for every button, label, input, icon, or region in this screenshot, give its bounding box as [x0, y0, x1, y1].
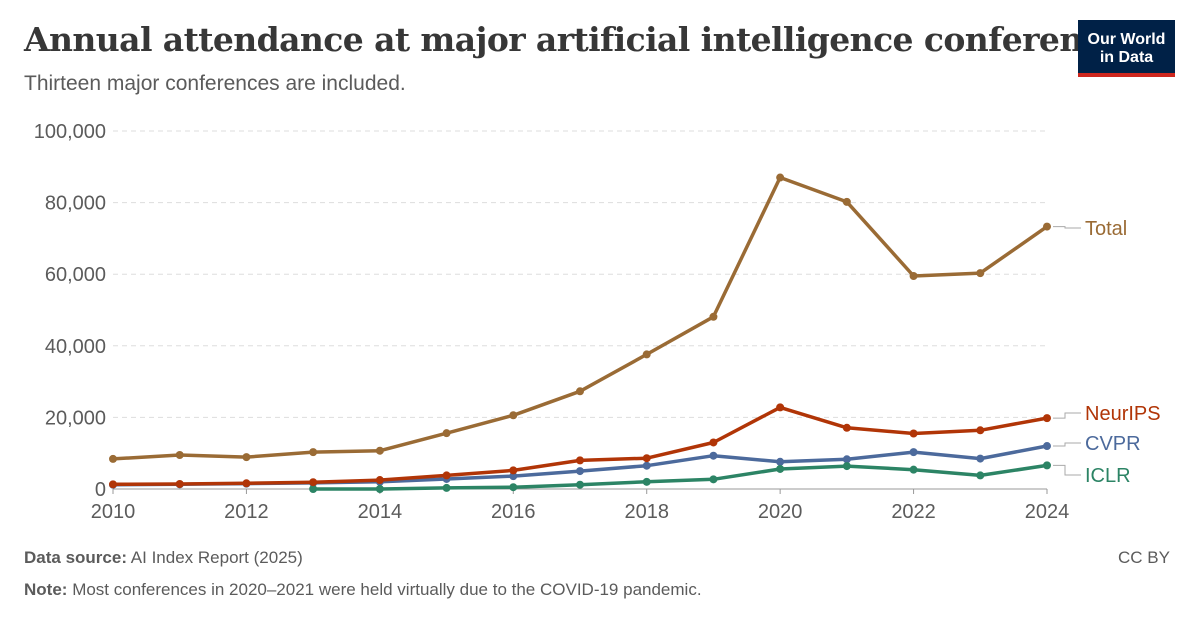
series-line-iclr: [311, 463, 1049, 491]
data-point-total: [109, 454, 117, 463]
data-point-neurips: [242, 479, 251, 488]
data-point-iclr: [309, 485, 318, 493]
data-point-total: [842, 197, 851, 206]
license-link[interactable]: CC BY: [1118, 548, 1170, 567]
data-point-cvpr: [509, 472, 518, 481]
data-point-iclr: [909, 465, 918, 474]
data-point-neurips: [709, 438, 718, 447]
data-point-cvpr: [642, 461, 651, 470]
data-point-iclr: [1043, 461, 1051, 470]
data-point-total: [375, 446, 384, 455]
logo-accent-bar: [1078, 73, 1175, 77]
chart-subtitle: Thirteen major conferences are included.: [24, 72, 406, 95]
data-point-neurips: [976, 426, 985, 435]
chart-title: Annual attendance at major artificial in…: [24, 20, 1141, 59]
series-lines: [109, 173, 1051, 493]
data-point-total: [909, 271, 918, 280]
data-point-neurips: [309, 478, 318, 487]
x-tick-label: 2016: [491, 501, 536, 523]
data-point-total: [509, 411, 518, 420]
data-point-cvpr: [776, 457, 785, 466]
data-point-iclr: [442, 483, 451, 492]
x-tick-label: 2018: [624, 501, 669, 523]
label-connector: [1053, 464, 1081, 476]
axes: 0 20,000 40,000 60,000 80,000 100,000 2010 2012…: [34, 121, 1070, 523]
data-point-cvpr: [976, 454, 985, 463]
label-connector: [1053, 442, 1081, 447]
data-point-total: [642, 350, 651, 359]
gridlines: [113, 130, 1047, 418]
data-point-cvpr: [909, 448, 918, 457]
series-label-neurips: NeurIPS: [1085, 403, 1161, 425]
x-tick-label: 2010: [91, 501, 136, 523]
data-point-neurips: [175, 479, 184, 488]
x-tick-label: 2014: [358, 501, 403, 523]
note-label: Note:: [24, 580, 68, 599]
data-point-total: [309, 448, 318, 457]
series-label-cvpr: CVPR: [1085, 433, 1141, 455]
chart-note: Note: Most conferences in 2020–2021 were…: [24, 580, 702, 600]
data-point-iclr: [776, 464, 785, 473]
owid-logo[interactable]: Our World in Data: [1078, 20, 1175, 77]
data-point-total: [442, 429, 451, 438]
data-point-total: [709, 312, 718, 321]
series-line-total: [111, 175, 1049, 461]
y-tick-label: 60,000: [45, 264, 106, 286]
label-connector: [1053, 412, 1081, 419]
data-point-neurips: [842, 423, 851, 432]
data-point-neurips: [1043, 414, 1051, 423]
data-point-neurips: [509, 466, 518, 475]
data-point-neurips: [442, 471, 451, 480]
data-source-link[interactable]: AI Index Report (2025): [130, 548, 303, 567]
data-point-total: [776, 173, 785, 182]
data-point-neurips: [576, 456, 584, 465]
data-point-total: [242, 453, 251, 462]
line-chart: 0 20,000 40,000 60,000 80,000 100,000 2010 2012…: [34, 121, 1161, 523]
logo-line-1: Our World: [1087, 30, 1166, 48]
x-tick-label: 2022: [891, 501, 936, 523]
y-tick-label: 100,000: [34, 121, 106, 143]
data-point-iclr: [842, 462, 851, 471]
series-line-cvpr: [111, 444, 1049, 487]
series-labels: Total NeurIPS CVPR ICLR: [1053, 218, 1161, 487]
x-tick-label: 2020: [758, 501, 803, 523]
data-point-cvpr: [576, 467, 584, 476]
data-source: Data source: AI Index Report (2025): [24, 548, 303, 568]
logo-line-2: in Data: [1099, 48, 1154, 66]
data-point-iclr: [976, 471, 985, 480]
x-tick-label: 2012: [224, 501, 269, 523]
y-tick-label: 80,000: [45, 193, 106, 215]
y-tick-label: 20,000: [45, 407, 106, 429]
data-point-neurips: [909, 429, 918, 438]
y-tick-label: 40,000: [45, 336, 106, 358]
data-point-neurips: [776, 403, 785, 412]
data-point-cvpr: [1043, 442, 1051, 451]
data-point-cvpr: [842, 455, 851, 464]
series-label-iclr: ICLR: [1085, 465, 1131, 487]
data-point-total: [576, 387, 584, 396]
x-tick-label: 2024: [1025, 501, 1070, 523]
data-point-cvpr: [709, 451, 718, 460]
series-label-total: Total: [1085, 218, 1127, 240]
data-point-total: [1043, 222, 1051, 231]
data-source-label: Data source:: [24, 548, 127, 567]
y-tick-label: 0: [95, 479, 106, 501]
data-point-total: [976, 269, 985, 278]
data-point-neurips: [109, 480, 117, 489]
data-point-iclr: [642, 477, 651, 486]
data-point-iclr: [375, 485, 384, 493]
note-text: Most conferences in 2020–2021 were held …: [72, 580, 702, 599]
data-point-neurips: [375, 476, 384, 485]
data-point-total: [175, 450, 184, 459]
data-point-iclr: [509, 483, 518, 492]
label-connector: [1053, 226, 1081, 229]
data-point-iclr: [709, 475, 718, 484]
data-point-iclr: [576, 480, 584, 489]
data-point-neurips: [642, 454, 651, 463]
